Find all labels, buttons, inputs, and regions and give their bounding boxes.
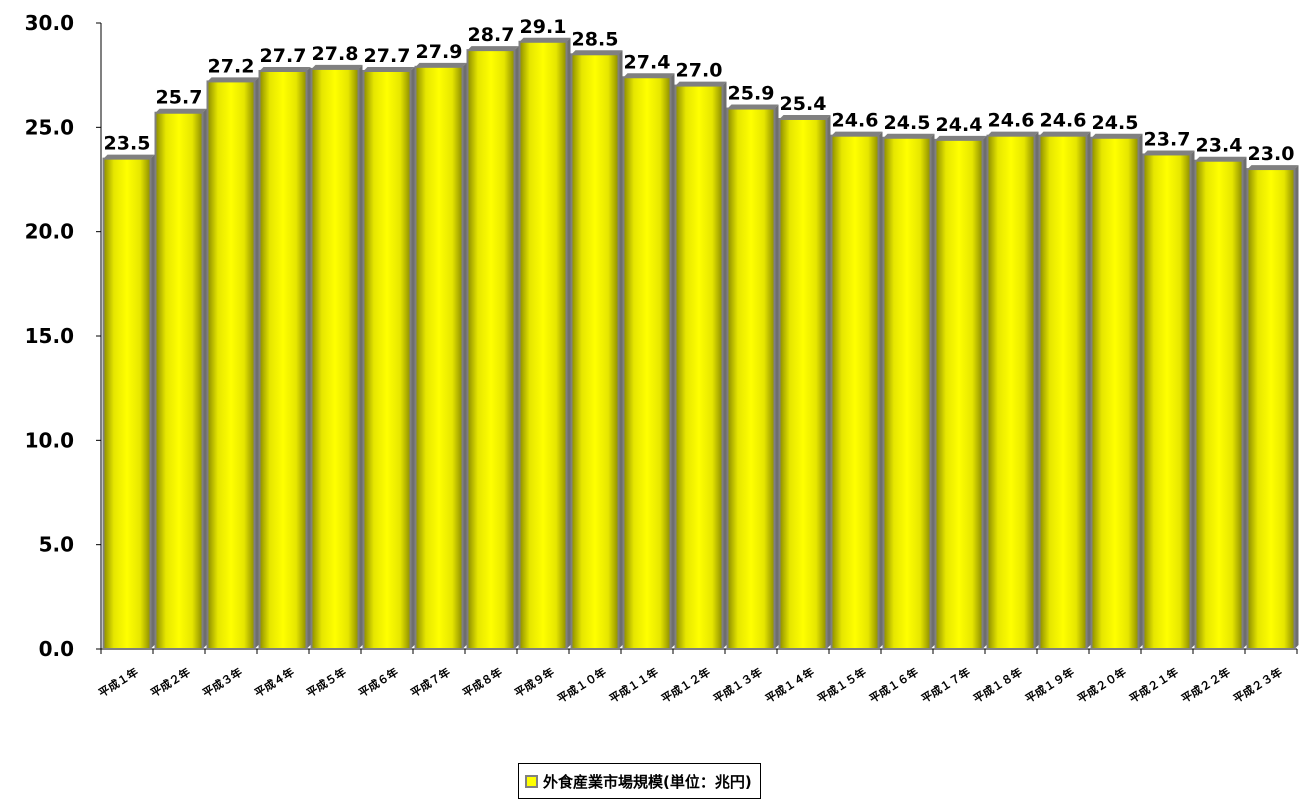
data-label: 23.5: [104, 133, 151, 155]
bar: [518, 40, 568, 650]
x-tick-label: 平成５年: [304, 665, 349, 700]
bar: [778, 117, 828, 650]
legend: 外食産業市場規模(単位：兆円): [518, 763, 761, 799]
bar: [622, 76, 672, 650]
bar: [154, 111, 204, 650]
x-tick-label: 平成６年: [356, 665, 401, 700]
data-label: 23.4: [1196, 135, 1243, 157]
x-tick-label: 平成１４年: [763, 665, 817, 706]
data-label: 27.8: [312, 43, 359, 65]
data-label: 28.5: [572, 28, 619, 50]
data-label: 25.4: [780, 93, 827, 115]
data-label: 27.9: [416, 41, 463, 63]
data-label: 27.2: [208, 55, 255, 77]
data-label: 24.6: [1040, 110, 1087, 132]
legend-label: 外食産業市場規模(単位：兆円): [543, 772, 752, 791]
x-tick-label: 平成２１年: [1127, 665, 1181, 706]
x-tick-label: 平成１５年: [815, 665, 869, 706]
x-tick-label: 平成１３年: [711, 665, 765, 706]
x-tick-label: 平成２３年: [1231, 665, 1285, 706]
bar: [934, 138, 984, 650]
data-label: 24.4: [936, 114, 983, 136]
bar: [466, 49, 516, 651]
y-tick-label: 15.0: [25, 324, 74, 348]
x-tick-label: 平成１７年: [919, 665, 973, 706]
y-tick-label: 30.0: [25, 11, 74, 35]
y-tick-label: 20.0: [25, 220, 74, 244]
data-label: 24.6: [988, 110, 1035, 132]
bar: [102, 157, 152, 650]
x-tick-label: 平成７年: [408, 665, 453, 700]
data-label: 28.7: [468, 24, 515, 46]
x-tick-label: 平成１６年: [867, 665, 921, 706]
x-tick-label: 平成１８年: [971, 665, 1025, 706]
data-label: 23.0: [1248, 143, 1295, 165]
x-tick-label: 平成９年: [512, 665, 557, 700]
bar: [1194, 159, 1244, 650]
data-label: 24.6: [832, 110, 879, 132]
bar: [1246, 168, 1296, 650]
bar: [362, 69, 412, 650]
data-label: 24.5: [1092, 112, 1139, 134]
x-tick-label: 平成２２年: [1179, 665, 1233, 706]
bar: [206, 80, 256, 650]
bar: [1142, 153, 1192, 651]
x-tick-label: 平成１０年: [555, 665, 609, 706]
y-tick-label: 25.0: [25, 115, 74, 139]
y-tick-label: 0.0: [39, 637, 74, 661]
bar: [1090, 136, 1140, 650]
data-label: 23.7: [1144, 128, 1191, 150]
bar: [570, 53, 620, 651]
data-label: 27.4: [624, 51, 671, 73]
x-tick-label: 平成２年: [148, 665, 193, 700]
bar: [414, 65, 464, 650]
bar: [986, 134, 1036, 650]
x-tick-label: 平成８年: [460, 665, 505, 700]
x-tick-label: 平成２０年: [1075, 665, 1129, 706]
y-tick-label: 5.0: [39, 533, 74, 557]
bar: [258, 69, 308, 650]
x-tick-label: 平成１年: [96, 665, 141, 700]
data-label: 25.7: [156, 87, 203, 109]
bar: [830, 134, 880, 650]
x-tick-label: 平成４年: [252, 665, 297, 700]
x-tick-label: 平成１１年: [607, 665, 661, 706]
data-label: 27.7: [260, 45, 307, 67]
x-tick-label: 平成１２年: [659, 665, 713, 706]
data-label: 25.9: [728, 83, 775, 105]
data-label: 29.1: [520, 16, 567, 38]
bar: [882, 136, 932, 650]
x-tick-label: 平成１９年: [1023, 665, 1077, 706]
data-label: 24.5: [884, 112, 931, 134]
bar: [726, 107, 776, 650]
legend-swatch: [525, 774, 538, 788]
bar: [310, 67, 360, 650]
plot-area: 0.0 5.0 10.0 15.0 20.0 25.0 30.0 23.5 平成１年 25.7 平成…: [25, 11, 1299, 706]
x-tick-label: 平成３年: [200, 665, 245, 700]
data-label: 27.0: [676, 60, 723, 82]
y-tick-label: 10.0: [25, 428, 74, 452]
data-label: 27.7: [364, 45, 411, 67]
bar: [674, 84, 724, 651]
bar: [1038, 134, 1088, 650]
